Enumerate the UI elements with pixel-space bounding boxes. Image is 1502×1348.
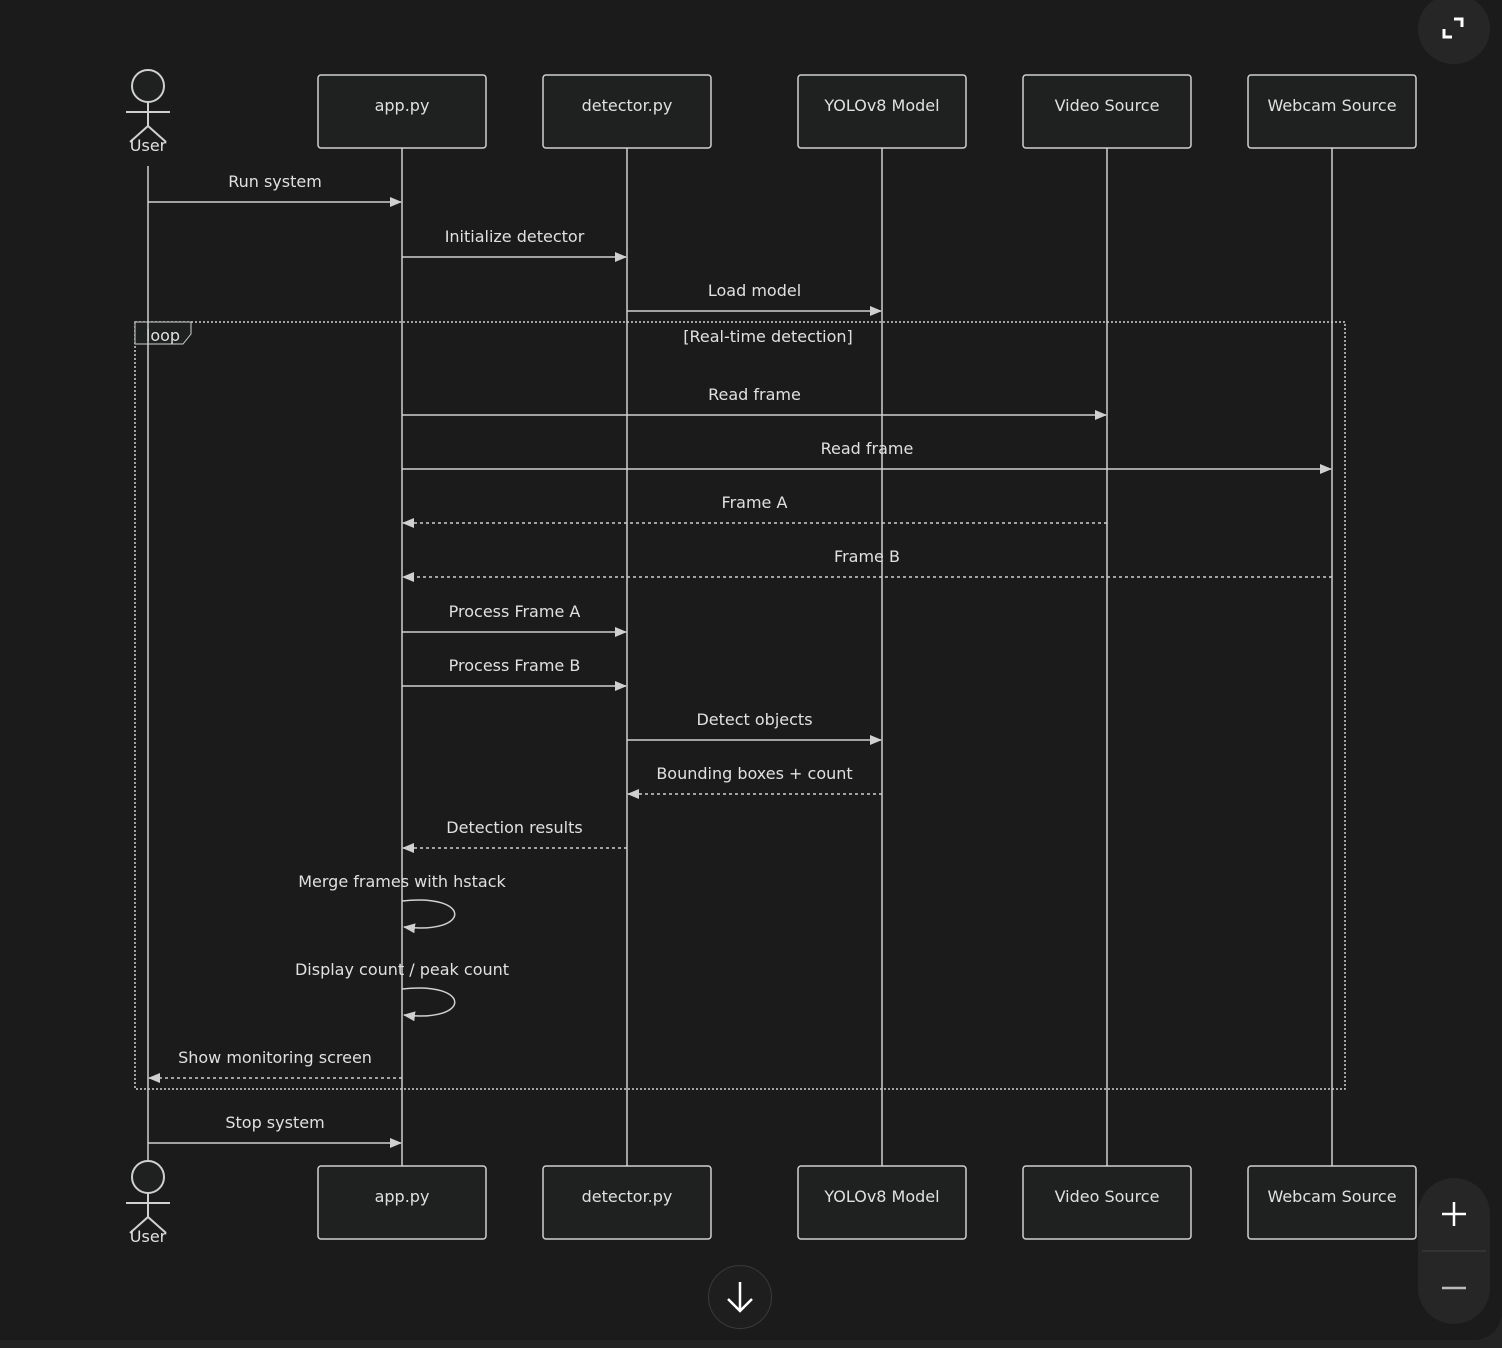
actor-head	[131, 69, 165, 103]
message-label: Process Frame A	[449, 602, 581, 621]
participant-yolo-top: YOLOv8 Model	[797, 74, 967, 149]
participant-label: detector.py	[582, 1187, 673, 1206]
message-1: Run system	[148, 172, 402, 207]
participant-box	[1247, 74, 1417, 149]
message-4: Read frame	[402, 385, 1107, 420]
participant-box	[317, 74, 487, 149]
loop-condition: [Real-time detection]	[683, 327, 853, 346]
message-11: Bounding boxes + count	[627, 764, 882, 799]
actor-label: User	[130, 136, 167, 155]
zoom-controls	[1418, 1178, 1490, 1324]
participant-box	[542, 74, 712, 149]
zoom-out-button[interactable]	[1418, 1252, 1490, 1324]
participant-box	[542, 1165, 712, 1240]
participant-box	[797, 1165, 967, 1240]
participant-box	[1022, 74, 1192, 149]
participant-label: Video Source	[1055, 1187, 1160, 1206]
loop-label-box	[134, 321, 192, 345]
arrow-down-icon	[727, 1282, 753, 1313]
expand-icon	[1442, 17, 1464, 39]
message-label: Show monitoring screen	[178, 1048, 372, 1067]
participant-webcam-top: Webcam Source	[1247, 74, 1417, 149]
participant-label: Video Source	[1055, 96, 1160, 115]
loop-keyword: loop	[146, 326, 180, 345]
message-label: Stop system	[225, 1113, 324, 1132]
actor-label: User	[130, 1227, 167, 1246]
participant-label: Webcam Source	[1267, 1187, 1396, 1206]
fullscreen-button[interactable]	[1418, 0, 1490, 64]
participant-app-bottom: app.py	[317, 1165, 487, 1240]
participant-yolo-bottom: YOLOv8 Model	[797, 1165, 967, 1240]
participant-label: YOLOv8 Model	[823, 96, 939, 115]
message-label: Frame A	[722, 493, 788, 512]
message-15: Show monitoring screen	[148, 1048, 402, 1083]
message-label: Detection results	[446, 818, 582, 837]
participant-box	[797, 74, 967, 149]
message-6: Frame A	[402, 493, 1107, 528]
actor-user-top: User	[126, 69, 170, 155]
participant-label: app.py	[375, 96, 430, 115]
message-label: Merge frames with hstack	[298, 872, 506, 891]
message-14: Display count / peak count	[295, 960, 509, 1022]
participant-det-bottom: detector.py	[542, 1165, 712, 1240]
message-10: Detect objects	[627, 710, 882, 745]
actor-body	[126, 1193, 170, 1234]
minus-icon	[1442, 1286, 1466, 1290]
message-5: Read frame	[402, 439, 1332, 474]
message-label: Frame B	[834, 547, 900, 566]
message-label: Read frame	[821, 439, 914, 458]
message-9: Process Frame B	[402, 656, 627, 691]
actor-head	[131, 1160, 165, 1194]
participant-det-top: detector.py	[542, 74, 712, 149]
message-label: Initialize detector	[445, 227, 585, 246]
message-3: Load model	[627, 281, 882, 316]
message-13: Merge frames with hstack	[298, 872, 507, 934]
zoom-in-button[interactable]	[1418, 1178, 1490, 1250]
participant-label: detector.py	[582, 96, 673, 115]
participant-box	[1022, 1165, 1192, 1240]
message-label: Process Frame B	[449, 656, 581, 675]
message-label: Load model	[708, 281, 801, 300]
participant-app-top: app.py	[317, 74, 487, 149]
plus-icon	[1442, 1202, 1466, 1226]
participant-box	[317, 1165, 487, 1240]
message-label: Run system	[228, 172, 322, 191]
zoom-divider	[1422, 1250, 1486, 1252]
message-2: Initialize detector	[402, 227, 627, 262]
message-label: Read frame	[708, 385, 801, 404]
participant-video-top: Video Source	[1022, 74, 1192, 149]
message-label: Detect objects	[696, 710, 812, 729]
participant-video-bottom: Video Source	[1022, 1165, 1192, 1240]
message-label: Bounding boxes + count	[656, 764, 852, 783]
message-7: Frame B	[402, 547, 1332, 582]
participant-label: Webcam Source	[1267, 96, 1396, 115]
self-message-arrow	[401, 899, 456, 934]
participant-label: app.py	[375, 1187, 430, 1206]
participant-box	[1247, 1165, 1417, 1240]
message-16: Stop system	[148, 1113, 402, 1148]
message-label: Display count / peak count	[295, 960, 509, 979]
actor-user-bottom: User	[126, 1160, 170, 1246]
self-message-arrow	[401, 987, 456, 1022]
loop-frame	[134, 321, 1346, 1090]
message-12: Detection results	[402, 818, 627, 853]
actor-body	[126, 102, 170, 143]
scroll-down-button[interactable]	[708, 1265, 772, 1329]
participant-label: YOLOv8 Model	[823, 1187, 939, 1206]
message-8: Process Frame A	[402, 602, 627, 637]
participant-webcam-bottom: Webcam Source	[1247, 1165, 1417, 1240]
